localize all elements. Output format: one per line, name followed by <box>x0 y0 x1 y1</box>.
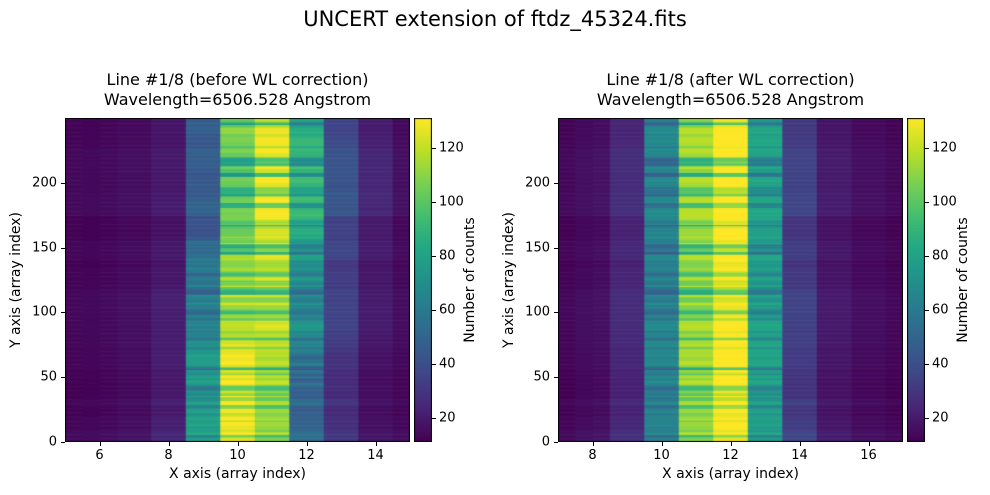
colorbar-tick-label: 120 <box>932 140 957 156</box>
y-tick-label: 150 <box>32 240 57 256</box>
y-tick-mark <box>61 377 65 379</box>
heatmap-image-before <box>65 118 410 442</box>
y-tick-mark <box>554 312 558 314</box>
subplot-title-line2: Wavelength=6506.528 Angstrom <box>596 90 865 109</box>
y-tick-mark <box>61 442 65 443</box>
subplot-title-line1: Line #1/8 (before WL correction) <box>106 70 369 89</box>
colorbar-tick-mark <box>432 255 436 257</box>
colorbar-tick-mark <box>432 363 436 365</box>
y-tick-mark <box>554 377 558 379</box>
x-tick-label: 16 <box>860 448 877 463</box>
figure-title: UNCERT extension of ftdz_45324.fits <box>303 7 687 31</box>
subplot-title-line2: Wavelength=6506.528 Angstrom <box>103 90 372 109</box>
heatmap-image-after <box>558 118 903 442</box>
x-tick-label: 12 <box>722 448 739 463</box>
colorbar-tick-mark <box>925 201 929 203</box>
x-tick-mark <box>592 442 594 446</box>
x-tick-mark <box>868 442 870 446</box>
x-tick-label: 10 <box>653 448 670 463</box>
x-tick-mark <box>306 442 308 446</box>
colorbar-tick-label: 100 <box>439 194 464 210</box>
colorbar-tick-mark <box>925 363 929 365</box>
colorbar-tick-label: 100 <box>932 194 957 210</box>
x-tick-mark <box>375 442 377 446</box>
colorbar-tick-mark <box>432 309 436 311</box>
y-tick-mark <box>554 442 558 443</box>
x-tick-label: 14 <box>791 448 808 463</box>
colorbar-tick-label: 80 <box>932 248 949 264</box>
y-tick-label: 200 <box>525 175 550 191</box>
x-tick-label: 8 <box>164 448 173 463</box>
y-tick-label: 100 <box>32 304 57 320</box>
x-tick-mark <box>99 442 101 446</box>
x-tick-mark <box>237 442 239 446</box>
colorbar-tick-label: 20 <box>439 410 456 426</box>
y-tick-mark <box>554 182 558 184</box>
colorbar-tick-mark <box>925 147 929 149</box>
y-axis-label: Y axis (array index) <box>501 212 517 348</box>
x-tick-label: 14 <box>367 448 384 463</box>
colorbar-tick-mark <box>432 147 436 149</box>
colorbar-tick-label: 60 <box>439 302 456 318</box>
x-tick-mark <box>168 442 170 446</box>
colorbar-tick-mark <box>925 417 929 419</box>
y-tick-label: 150 <box>525 240 550 256</box>
x-tick-label: 12 <box>298 448 315 463</box>
x-axis-label: X axis (array index) <box>662 466 799 482</box>
colorbar-before <box>414 118 432 442</box>
colorbar-tick-label: 60 <box>932 302 949 318</box>
colorbar-tick-mark <box>925 309 929 311</box>
y-tick-mark <box>61 312 65 314</box>
y-tick-mark <box>554 247 558 249</box>
y-tick-label: 200 <box>32 175 57 191</box>
x-tick-label: 10 <box>229 448 246 463</box>
colorbar-after <box>907 118 925 442</box>
x-tick-mark <box>661 442 663 446</box>
x-axis-label: X axis (array index) <box>169 466 306 482</box>
y-tick-label: 0 <box>48 434 57 450</box>
x-tick-label: 6 <box>95 448 104 463</box>
colorbar-tick-label: 40 <box>932 356 949 372</box>
colorbar-tick-label: 40 <box>439 356 456 372</box>
colorbar-tick-label: 20 <box>932 410 949 426</box>
y-tick-label: 100 <box>525 304 550 320</box>
x-tick-mark <box>730 442 732 446</box>
y-tick-label: 0 <box>541 434 550 450</box>
y-tick-mark <box>61 247 65 249</box>
colorbar-tick-mark <box>432 417 436 419</box>
x-tick-label: 8 <box>588 448 597 463</box>
colorbar-tick-mark <box>432 201 436 203</box>
colorbar-tick-label: 80 <box>439 248 456 264</box>
y-tick-label: 50 <box>40 369 57 385</box>
subplot-title-line1: Line #1/8 (after WL correction) <box>606 70 855 89</box>
colorbar-tick-mark <box>925 255 929 257</box>
y-tick-label: 50 <box>533 369 550 385</box>
subplot-title-before: Line #1/8 (before WL correction) Wavelen… <box>104 70 371 110</box>
subplot-title-after: Line #1/8 (after WL correction) Waveleng… <box>597 70 864 110</box>
colorbar-label: Number of counts <box>955 217 971 343</box>
colorbar-tick-label: 120 <box>439 140 464 156</box>
y-tick-mark <box>61 182 65 184</box>
x-tick-mark <box>799 442 801 446</box>
